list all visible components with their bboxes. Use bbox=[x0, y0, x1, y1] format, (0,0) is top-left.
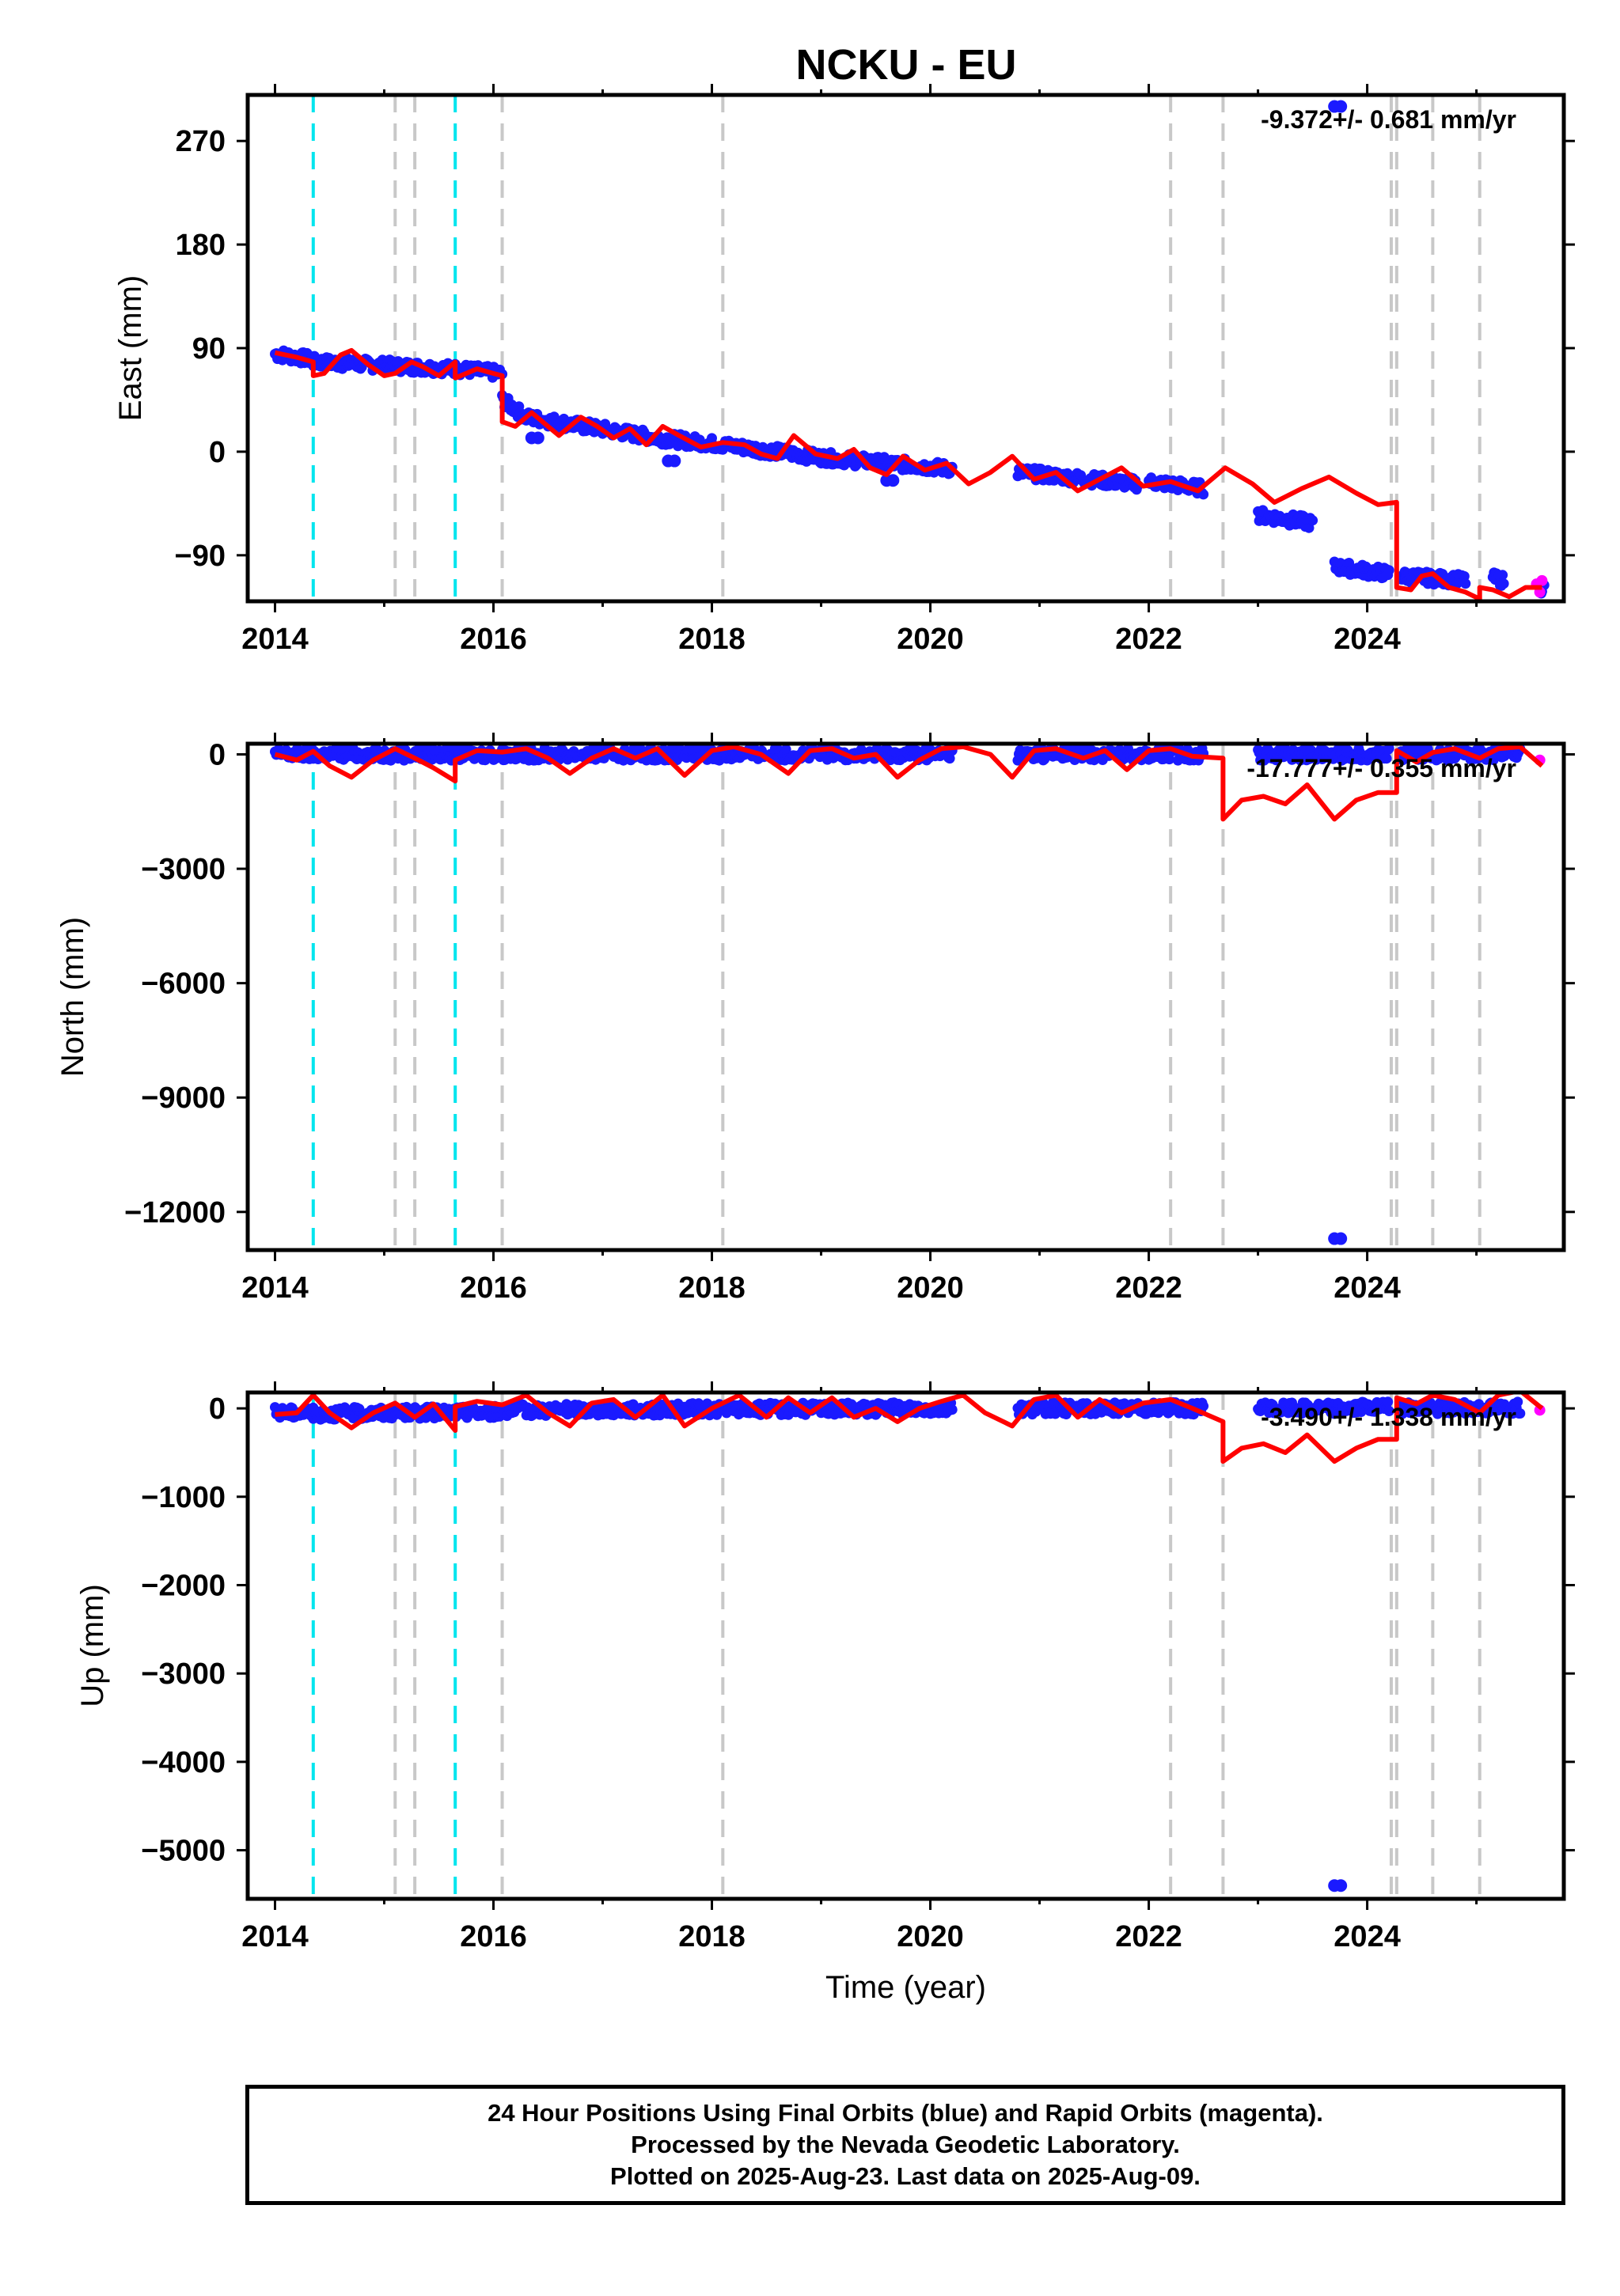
footer-box: 24 Hour Positions Using Final Orbits (bl… bbox=[245, 2085, 1565, 2205]
up-y-tick-label: −2000 bbox=[141, 1569, 226, 1602]
north-y-tick-label: −6000 bbox=[141, 968, 226, 1001]
up-data-point bbox=[1515, 1408, 1526, 1419]
footer-line-2: Processed by the Nevada Geodetic Laborat… bbox=[631, 2131, 1180, 2158]
north-data-point bbox=[1164, 754, 1175, 765]
up-y-tick-label: −3000 bbox=[141, 1658, 226, 1691]
north-data-point bbox=[1383, 744, 1394, 754]
east-frame bbox=[245, 93, 1566, 604]
east-plot-area bbox=[270, 95, 1550, 601]
east-data-point bbox=[1307, 515, 1318, 526]
east-outlier-point bbox=[886, 474, 900, 487]
up-y-tick-label: −1000 bbox=[141, 1481, 226, 1514]
chart-title: NCKU - EU bbox=[796, 41, 1017, 89]
east-data-point bbox=[1198, 489, 1209, 500]
up-frame bbox=[245, 1390, 1566, 1901]
east-y-tick-label: 0 bbox=[209, 436, 226, 469]
north-model-line bbox=[274, 744, 1544, 822]
up-y-tick-label: −5000 bbox=[141, 1835, 226, 1868]
north-y-tick-label: −3000 bbox=[141, 853, 226, 886]
up-x-tick-label: 2024 bbox=[1334, 1920, 1401, 1953]
north-plot-area bbox=[270, 744, 1546, 1250]
up-data-point bbox=[1383, 1396, 1394, 1408]
up-x-axis-label: Time (year) bbox=[825, 1970, 986, 2005]
east-x-tick-label: 2022 bbox=[1115, 623, 1182, 656]
north-x-tick-label: 2022 bbox=[1115, 1271, 1182, 1305]
east-x-tick-label: 2018 bbox=[678, 623, 746, 656]
panel-east: 2014 2016 2018 2020 2022 2024 −90 0 90 180 270 East… bbox=[113, 84, 1575, 656]
up-data-point bbox=[1512, 1396, 1523, 1408]
north-y-tick-label: 0 bbox=[209, 738, 226, 771]
panel-up: 2014 2016 2018 2020 2022 2024 −5000 −4000 −3000 −… bbox=[75, 1381, 1575, 2005]
north-frame bbox=[245, 741, 1566, 1252]
north-x-tick-label: 2020 bbox=[897, 1271, 964, 1305]
east-y-tick-label: −90 bbox=[175, 540, 226, 573]
north-y-tick-label: −12000 bbox=[124, 1196, 226, 1229]
up-x-tick-label: 2016 bbox=[460, 1920, 527, 1953]
north-x-tick-label: 2024 bbox=[1334, 1271, 1401, 1305]
up-data-point bbox=[1383, 1406, 1394, 1416]
up-data-point bbox=[947, 1404, 958, 1415]
east-data-point bbox=[1497, 570, 1508, 581]
north-x-tick-label: 2016 bbox=[460, 1271, 527, 1305]
north-outlier-point bbox=[1334, 1232, 1348, 1245]
footer-line-3: Plotted on 2025-Aug-23. Last data on 202… bbox=[610, 2162, 1201, 2190]
north-x-tick-label: 2014 bbox=[241, 1271, 309, 1305]
east-outlier-point bbox=[668, 454, 681, 468]
north-y-axis-label: North (mm) bbox=[55, 917, 90, 1077]
up-x-tick-label: 2014 bbox=[241, 1920, 309, 1953]
east-outlier-point bbox=[531, 431, 544, 445]
up-x-tick-label: 2020 bbox=[897, 1920, 964, 1953]
panels: 2014 2016 2018 2020 2022 2024 −90 0 90 180 270 East… bbox=[55, 84, 1575, 2005]
north-y-tick-label: −9000 bbox=[141, 1082, 226, 1115]
up-outlier-point bbox=[1334, 1879, 1348, 1892]
east-y-tick-label: 90 bbox=[192, 332, 226, 366]
up-x-tick-label: 2018 bbox=[678, 1920, 746, 1953]
east-data-point bbox=[1460, 578, 1471, 589]
up-y-tick-label: 0 bbox=[209, 1392, 226, 1426]
up-plot-area bbox=[270, 1392, 1546, 1899]
east-data-point bbox=[1498, 578, 1509, 589]
north-data-point bbox=[1381, 753, 1392, 764]
east-data-point bbox=[1383, 565, 1394, 576]
up-model-line bbox=[275, 1392, 1544, 1464]
east-model-line bbox=[274, 347, 1542, 601]
up-data-point bbox=[1198, 1400, 1209, 1411]
east-x-tick-label: 2020 bbox=[897, 623, 964, 656]
north-x-tick-label: 2018 bbox=[678, 1271, 746, 1305]
up-y-tick-label: −4000 bbox=[141, 1746, 226, 1779]
north-rate-label: -17.777+/- 0.355 mm/yr bbox=[1246, 754, 1516, 782]
up-rate-label: -3.490+/- 1.338 mm/yr bbox=[1261, 1403, 1516, 1431]
east-rapid-point bbox=[1536, 574, 1548, 586]
panel-north: 2014 2016 2018 2020 2022 2024 −12000 −9000 −6000… bbox=[55, 733, 1575, 1305]
east-x-tick-label: 2014 bbox=[241, 623, 309, 656]
east-y-tick-label: 270 bbox=[176, 125, 226, 158]
east-outlier-point bbox=[1334, 100, 1348, 113]
east-rate-label: -9.372+/- 0.681 mm/yr bbox=[1261, 105, 1516, 134]
footer-line-1: 24 Hour Positions Using Final Orbits (bl… bbox=[488, 2099, 1323, 2127]
east-y-tick-label: 180 bbox=[176, 229, 226, 262]
east-y-axis-label: East (mm) bbox=[113, 275, 148, 421]
east-x-tick-label: 2016 bbox=[460, 623, 527, 656]
up-y-axis-label: Up (mm) bbox=[75, 1584, 110, 1707]
east-x-tick-label: 2024 bbox=[1334, 623, 1401, 656]
up-x-tick-label: 2022 bbox=[1115, 1920, 1182, 1953]
